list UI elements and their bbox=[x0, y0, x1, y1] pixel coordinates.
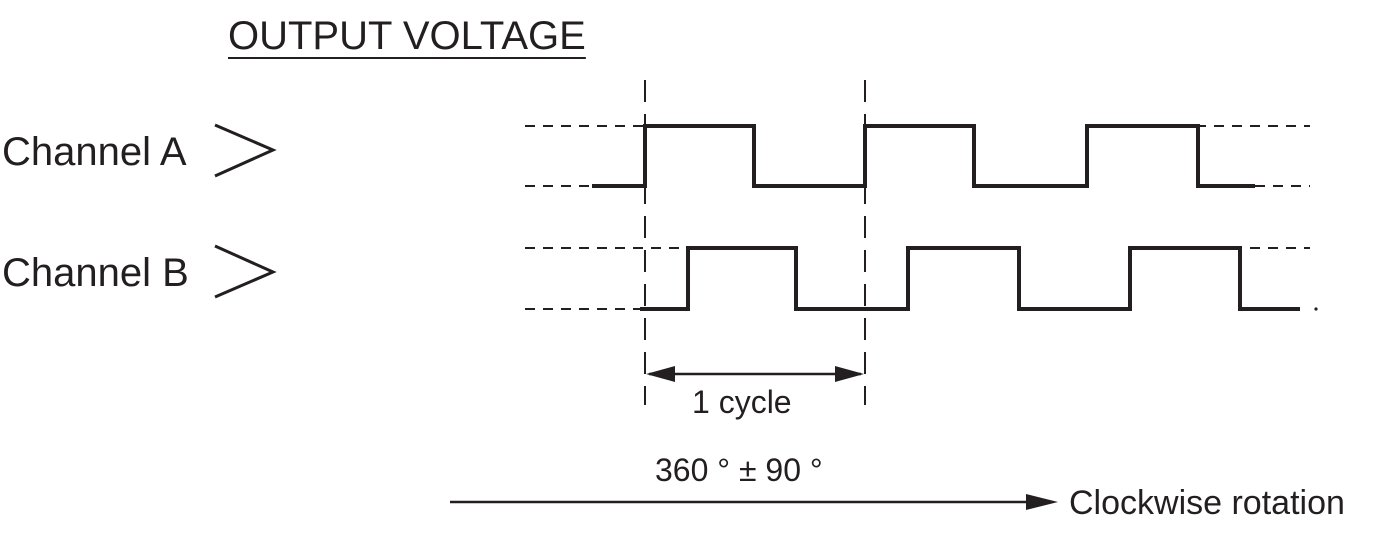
channel-b-waveform bbox=[640, 246, 1300, 311]
channel-b-end-dot bbox=[1314, 307, 1318, 311]
channel-a-waveform bbox=[592, 124, 1255, 188]
phase-label: 360 ° ± 90 ° bbox=[655, 452, 823, 488]
rotation-arrow-head bbox=[1026, 494, 1058, 510]
diagram-title: OUTPUT VOLTAGE bbox=[228, 14, 586, 58]
cycle-arrow-right bbox=[835, 366, 864, 382]
channel-b-label: Channel B bbox=[2, 251, 189, 295]
channel-a-label: Channel A bbox=[2, 130, 187, 174]
rotation-label: Clockwise rotation bbox=[1069, 484, 1345, 522]
cycle-label: 1 cycle bbox=[692, 384, 792, 420]
channel-b-connector bbox=[214, 244, 277, 299]
cycle-arrow-left bbox=[646, 366, 675, 382]
channel-a-connector bbox=[214, 123, 277, 178]
